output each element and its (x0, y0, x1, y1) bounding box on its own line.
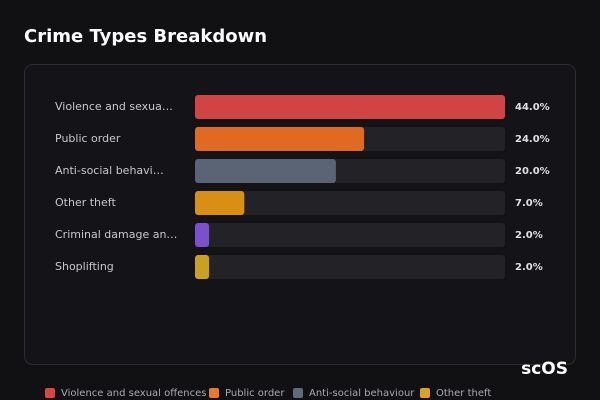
category-label: Public order (55, 132, 121, 145)
category-label: Criminal damage an… (55, 228, 177, 241)
bar-track (195, 255, 505, 279)
legend-label: Anti-social behaviour (309, 388, 415, 399)
category-label: Other theft (55, 196, 116, 209)
bar (195, 159, 336, 183)
legend-label: Violence and sexual offences (61, 388, 207, 399)
legend-label: Other theft (436, 388, 491, 399)
bar (195, 191, 245, 215)
bar (195, 127, 365, 151)
chart-title: Crime Types Breakdown (24, 26, 267, 47)
value-label: 2.0% (515, 230, 543, 241)
bar (195, 223, 210, 247)
bar-track (195, 191, 505, 215)
bar (195, 255, 210, 279)
category-label: Violence and sexua… (55, 100, 173, 113)
category-label: Anti-social behavi… (55, 164, 164, 177)
legend-label: Public order (225, 388, 285, 399)
legend-swatch (420, 388, 430, 398)
legend-swatch (209, 388, 219, 398)
watermark: scOS (521, 359, 568, 379)
value-label: 24.0% (515, 134, 550, 145)
value-label: 2.0% (515, 262, 543, 273)
bar-track (195, 223, 505, 247)
value-label: 20.0% (515, 166, 550, 177)
bar (195, 95, 505, 119)
legend-swatch (293, 388, 303, 398)
value-label: 7.0% (515, 198, 543, 209)
category-label: Shoplifting (55, 260, 114, 273)
value-label: 44.0% (515, 102, 550, 113)
legend-swatch (45, 388, 55, 398)
